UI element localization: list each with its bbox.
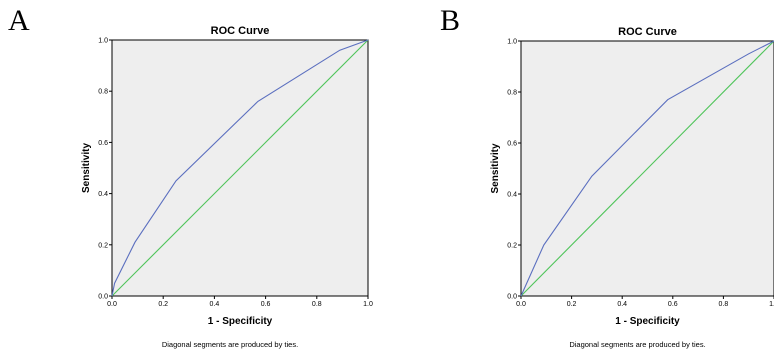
y-tick-label: 0.6 (507, 141, 517, 148)
y-axis-label: Sensitivity (81, 143, 92, 193)
y-tick-label: 0.0 (98, 294, 108, 301)
y-tick-label: 1.0 (98, 38, 108, 45)
x-axis-label: 1 - Specificity (208, 316, 273, 327)
x-tick-label: 0.8 (719, 301, 729, 308)
x-tick-label: 0.6 (261, 301, 271, 308)
x-tick-label: 0.2 (567, 301, 577, 308)
y-tick-label: 0.8 (98, 89, 108, 96)
reference-line (111, 39, 369, 297)
chart-title: ROC Curve (211, 25, 270, 37)
roc-curve-line (520, 40, 774, 297)
chart-0: ROC Curve 0.0 0.2 0.4 0.6 0.8 1.0 0.0 0.2 0.4 0.6 0… (81, 25, 373, 349)
y-tick-label: 0.6 (98, 140, 108, 147)
y-tick-label: 0.4 (98, 191, 108, 198)
x-axis-label: 1 - Specificity (615, 316, 680, 327)
x-tick-label: 0.0 (107, 301, 117, 308)
footnote: Diagonal segments are produced by ties. (569, 340, 705, 349)
y-tick-label: 0.4 (507, 192, 517, 199)
x-tick-label: 0.6 (668, 301, 678, 308)
x-tick-label: 1.0 (769, 301, 774, 308)
y-tick-label: 1.0 (507, 39, 517, 46)
chart-1: ROC Curve 0.0 0.2 0.4 0.6 0.8 1.0 0.0 0.2 0.4 0.6 0… (490, 26, 774, 349)
y-tick-label: 0.0 (507, 294, 517, 301)
y-tick-label: 0.8 (507, 90, 517, 97)
chart-title: ROC Curve (618, 26, 677, 38)
panel-letter-b: B (440, 4, 461, 37)
y-tick-label: 0.2 (507, 243, 517, 250)
panel-letter-a: A (8, 4, 30, 37)
x-tick-label: 0.8 (312, 301, 322, 308)
x-tick-label: 0.4 (210, 301, 220, 308)
x-tick-label: 0.0 (516, 301, 526, 308)
y-axis-label: Sensitivity (490, 143, 501, 193)
x-tick-label: 0.4 (617, 301, 627, 308)
reference-line (520, 40, 774, 297)
x-tick-label: 0.2 (158, 301, 168, 308)
footnote: Diagonal segments are produced by ties. (162, 340, 298, 349)
x-tick-label: 1.0 (363, 301, 373, 308)
roc-curve-line (111, 39, 369, 297)
y-tick-label: 0.2 (98, 242, 108, 249)
